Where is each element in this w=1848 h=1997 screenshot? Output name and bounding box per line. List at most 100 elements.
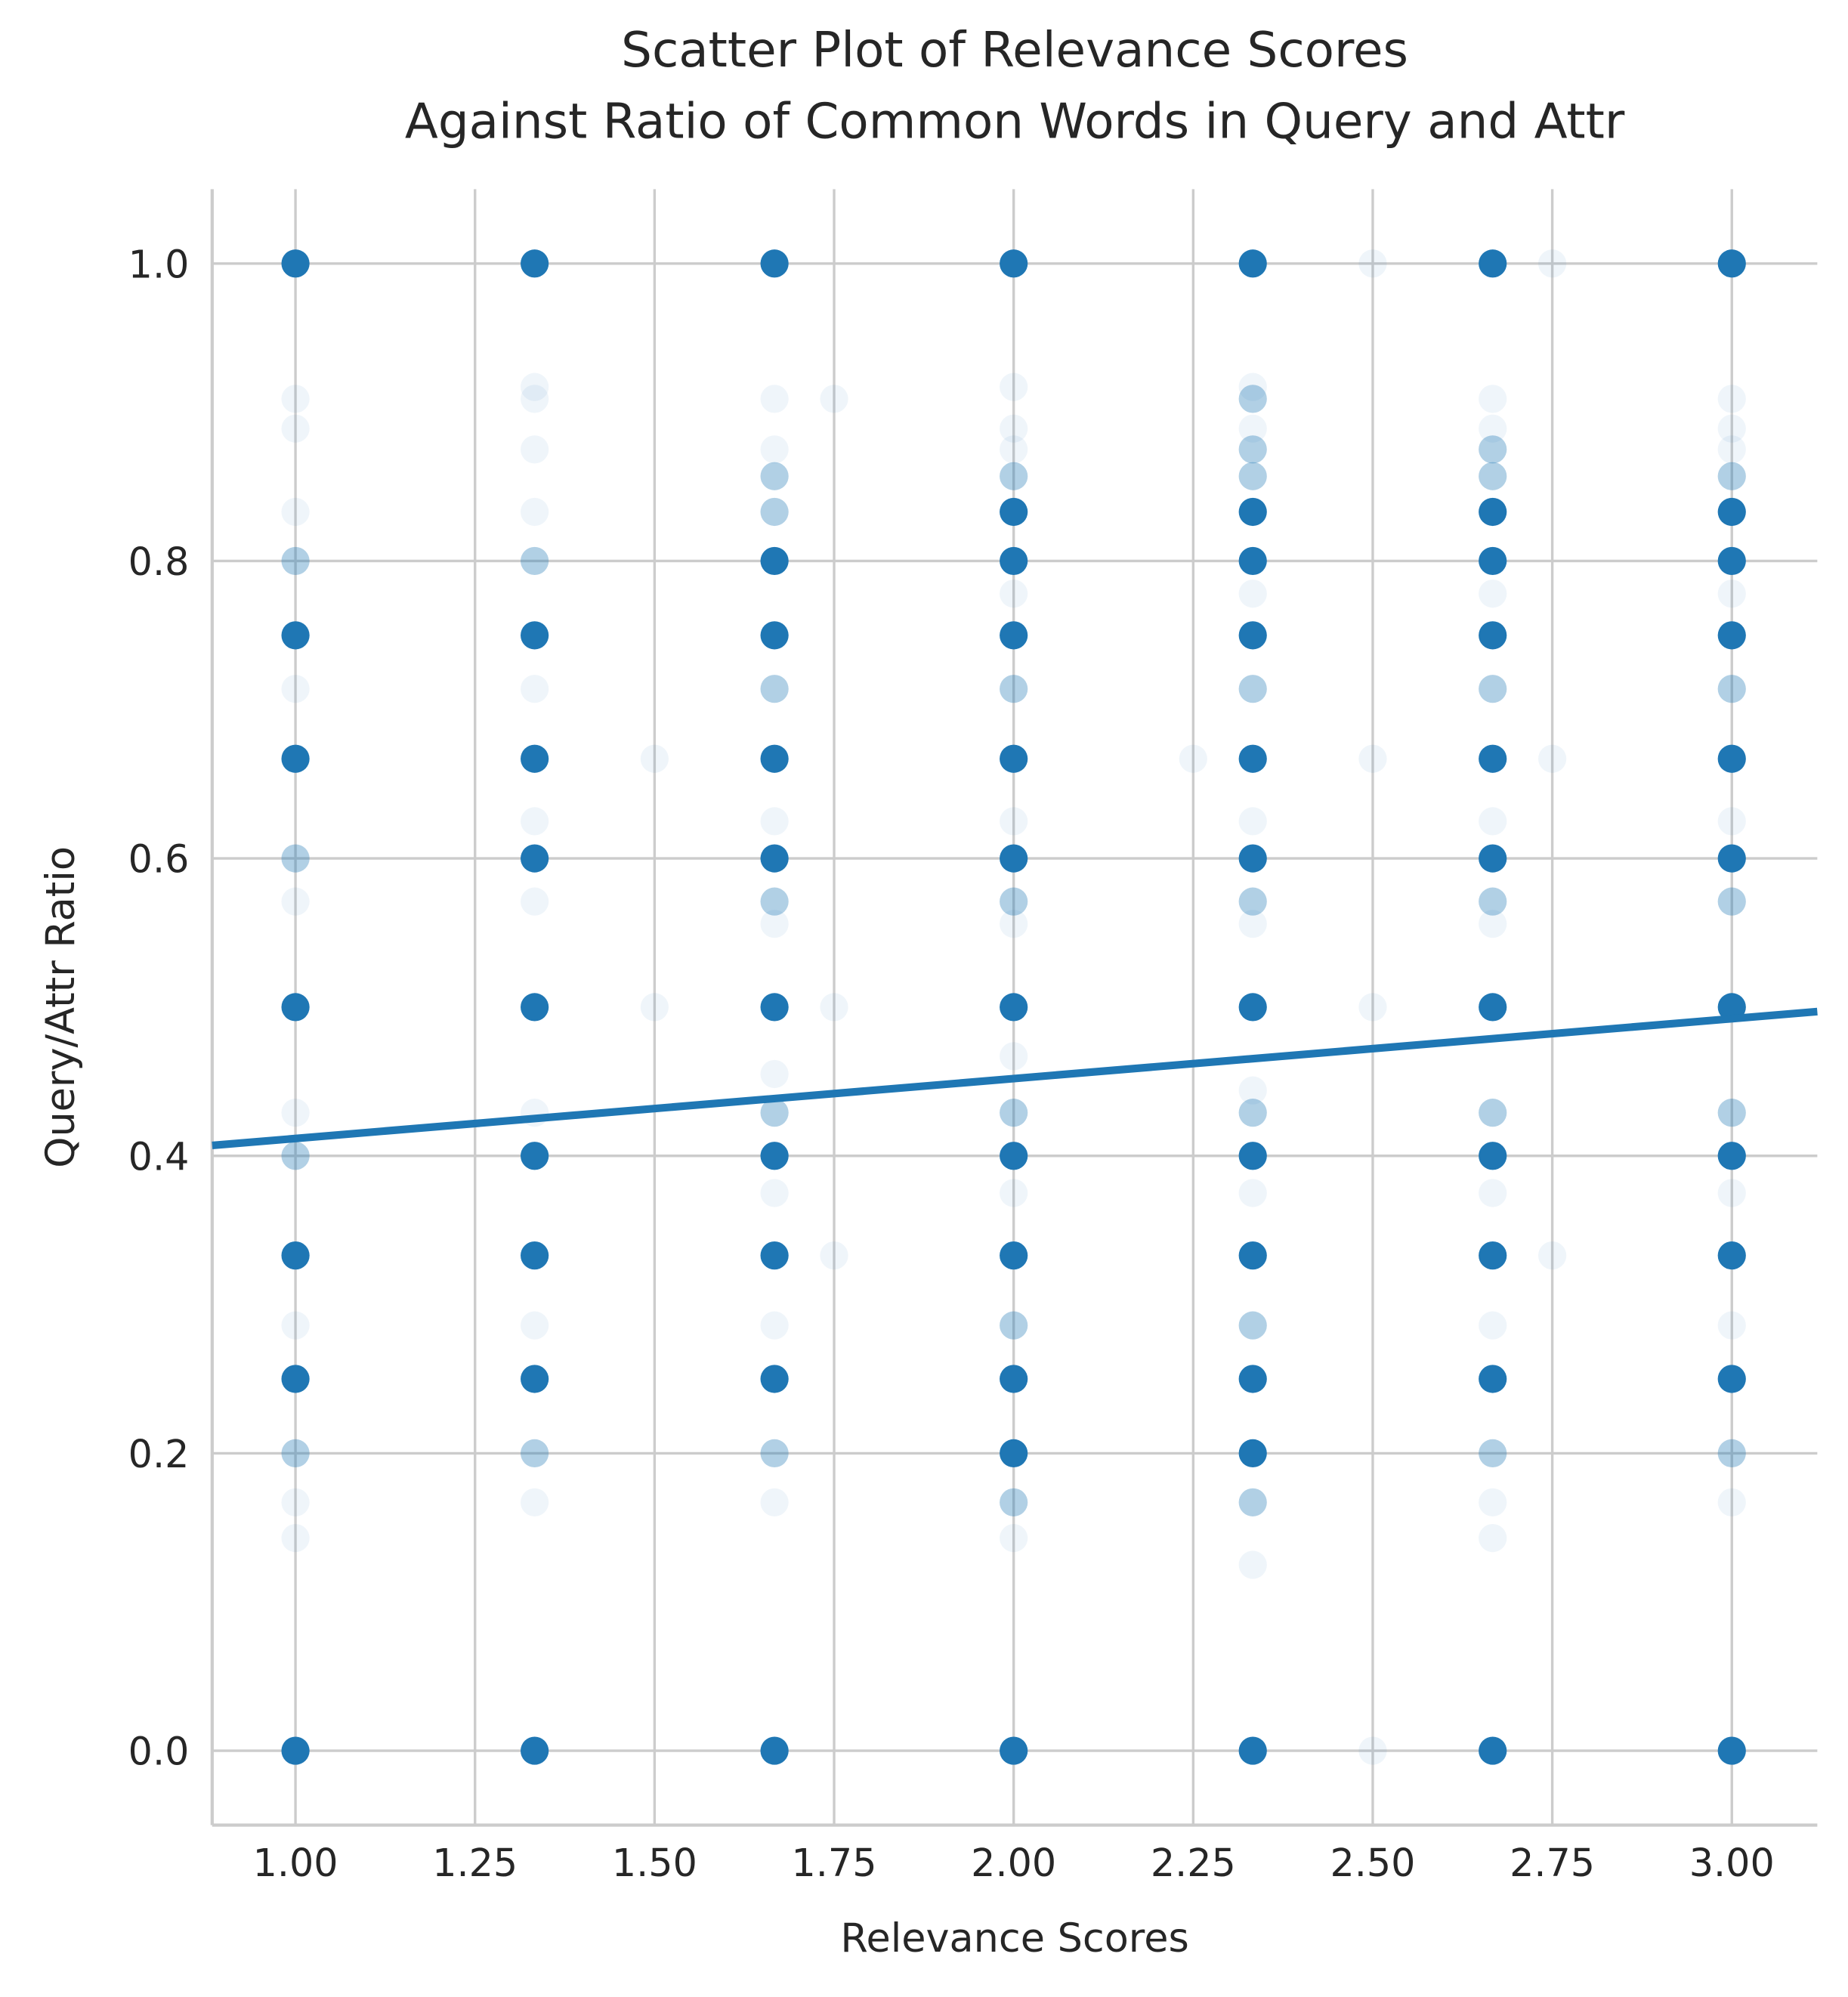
- point: [1000, 744, 1028, 773]
- point: [1000, 1099, 1028, 1127]
- point: [521, 993, 549, 1022]
- point: [281, 1241, 310, 1270]
- point: [1479, 462, 1507, 490]
- point: [1000, 844, 1028, 873]
- point: [281, 546, 310, 576]
- point: [1479, 887, 1507, 916]
- chart-title: Scatter Plot of Relevance Scores: [621, 22, 1408, 79]
- point: [281, 1099, 310, 1127]
- point: [1238, 385, 1267, 413]
- point: [760, 1179, 789, 1207]
- point: [1479, 1365, 1507, 1393]
- point: [521, 1241, 549, 1270]
- point: [281, 497, 310, 527]
- point: [521, 1142, 549, 1170]
- point: [281, 249, 310, 278]
- point: [1479, 414, 1507, 443]
- point: [1238, 414, 1267, 443]
- point: [521, 1439, 549, 1468]
- point: [1717, 249, 1746, 278]
- point: [521, 744, 549, 773]
- point: [1717, 1736, 1746, 1765]
- point: [1717, 497, 1746, 527]
- point: [281, 993, 310, 1022]
- point: [760, 744, 789, 773]
- point: [760, 1365, 789, 1393]
- point: [1000, 1736, 1028, 1765]
- point: [281, 1488, 310, 1516]
- x-tick-label: 2.00: [971, 1841, 1056, 1885]
- point: [1479, 385, 1507, 413]
- point: [760, 1241, 789, 1270]
- point: [521, 675, 549, 703]
- point: [1717, 844, 1746, 873]
- point: [1717, 1311, 1746, 1340]
- point: [1000, 1142, 1028, 1170]
- point: [281, 1142, 310, 1170]
- point: [1000, 887, 1028, 916]
- point: [760, 1439, 789, 1468]
- point: [760, 249, 789, 278]
- y-tick-label: 0.2: [128, 1432, 190, 1476]
- y-tick-label: 0.8: [128, 539, 190, 584]
- point: [1479, 1142, 1507, 1170]
- x-tick-label: 3.00: [1689, 1841, 1775, 1885]
- point: [1717, 1365, 1746, 1393]
- x-tick-label: 1.25: [432, 1841, 518, 1885]
- point: [1479, 675, 1507, 703]
- point: [281, 887, 310, 916]
- x-tick-label: 2.75: [1510, 1841, 1595, 1885]
- point: [1238, 910, 1267, 938]
- point: [281, 1365, 310, 1393]
- point: [1479, 993, 1507, 1022]
- y-tick-label: 0.4: [128, 1134, 190, 1179]
- point: [640, 744, 669, 773]
- regression-line: [212, 1007, 1818, 1150]
- point: [1238, 546, 1267, 576]
- point: [1717, 993, 1746, 1022]
- x-tick-label: 1.50: [612, 1841, 697, 1885]
- point: [760, 546, 789, 576]
- point: [1238, 744, 1267, 773]
- point: [1238, 807, 1267, 836]
- point: [521, 887, 549, 916]
- point: [1717, 807, 1746, 836]
- point: [760, 993, 789, 1022]
- point: [760, 1142, 789, 1170]
- point: [1479, 1523, 1507, 1553]
- point: [760, 844, 789, 873]
- point: [1000, 993, 1028, 1022]
- point: [521, 373, 549, 401]
- point: [1717, 675, 1746, 703]
- point: [1479, 249, 1507, 278]
- point: [1238, 1365, 1267, 1393]
- x-tick-label: 1.75: [792, 1841, 877, 1885]
- point: [1479, 497, 1507, 527]
- y-tick-label: 0.0: [128, 1730, 190, 1774]
- point: [760, 1488, 789, 1516]
- point: [640, 993, 669, 1022]
- point: [1717, 887, 1746, 916]
- point: [760, 435, 789, 464]
- point: [1000, 1439, 1028, 1468]
- point: [1238, 1076, 1267, 1105]
- point: [1000, 910, 1028, 938]
- point: [1238, 1488, 1267, 1516]
- point: [1238, 993, 1267, 1022]
- point: [521, 1365, 549, 1393]
- point: [1238, 844, 1267, 873]
- point: [760, 462, 789, 490]
- point: [1717, 1142, 1746, 1170]
- point: [760, 1311, 789, 1340]
- point: [1479, 580, 1507, 608]
- point: [1358, 249, 1387, 278]
- point: [1000, 1241, 1028, 1270]
- point: [1479, 1241, 1507, 1270]
- point: [1000, 462, 1028, 490]
- point: [281, 675, 310, 703]
- point: [1479, 546, 1507, 576]
- point: [281, 385, 310, 413]
- point: [281, 1439, 310, 1468]
- point: [1000, 373, 1028, 401]
